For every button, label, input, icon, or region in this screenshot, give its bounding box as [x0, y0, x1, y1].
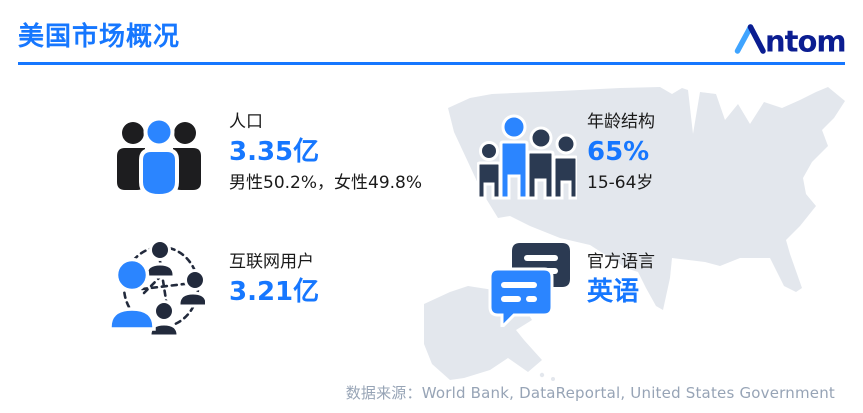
stat-detail: 15-64岁	[587, 173, 654, 193]
stat-value: 3.21亿	[229, 277, 320, 307]
svg-text:ntom: ntom	[765, 25, 845, 57]
network-users-icon	[108, 237, 209, 338]
antom-logo: ntom	[733, 22, 847, 59]
data-source: 数据来源：World Bank, DataReportal, United St…	[346, 382, 835, 403]
page-title: 美国市场概况	[18, 22, 181, 52]
stat-age-structure: 年龄结构 65% 15-64岁	[476, 110, 655, 200]
data-source-label: 数据来源：	[345, 384, 422, 402]
antom-logo-icon: ntom	[734, 24, 847, 59]
stat-label: 人口	[229, 112, 263, 132]
stat-label: 官方语言	[587, 252, 655, 272]
data-source-text: World Bank, DataReportal, United States …	[421, 384, 835, 402]
stat-value: 英语	[587, 277, 640, 307]
stat-population: 人口 3.35亿 男性50.2%，女性49.8%	[113, 110, 422, 200]
stat-value: 3.35亿	[229, 137, 320, 167]
age-structure-icon	[476, 114, 579, 200]
stat-label: 年龄结构	[587, 112, 655, 132]
stat-value: 65%	[587, 137, 650, 167]
stat-official-language: 官方语言 英语	[488, 243, 655, 331]
stat-label: 互联网用户	[229, 252, 314, 272]
people-group-icon	[113, 116, 205, 200]
stat-detail: 男性50.2%，女性49.8%	[229, 173, 423, 193]
stat-internet-users: 互联网用户 3.21亿	[108, 237, 320, 338]
title-underline	[18, 62, 845, 65]
chat-bubbles-icon	[488, 243, 570, 331]
